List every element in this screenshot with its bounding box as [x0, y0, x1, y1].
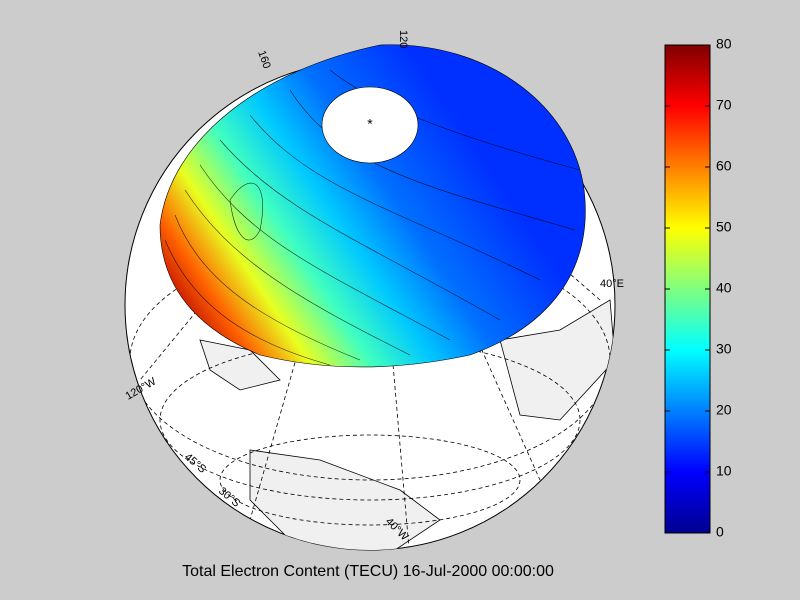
map-label: 120: [397, 30, 409, 48]
colorbar-tick-label: 50: [716, 219, 732, 235]
colorbar-tick-label: 20: [716, 402, 732, 418]
colorbar-tick-label: 80: [716, 36, 732, 52]
pole-marker: *: [367, 116, 373, 132]
map-label: 40°E: [600, 278, 624, 290]
colorbar-tick-label: 70: [716, 97, 732, 113]
tec-overlay: *: [159, 44, 586, 368]
colorbar-tick-label: 0: [716, 524, 724, 540]
colorbar-ramp: [664, 44, 711, 534]
colorbar-tick-label: 30: [716, 341, 732, 357]
title: Total Electron Content (TECU) 16-Jul-200…: [182, 563, 554, 580]
colorbar-tick-label: 60: [716, 158, 732, 174]
colorbar-tick-label: 40: [716, 280, 732, 296]
colorbar: 0 10 20 30 40 50 60 70 80: [664, 36, 732, 540]
map-label: 160: [255, 49, 273, 70]
colorbar-tick-label: 10: [716, 463, 732, 479]
